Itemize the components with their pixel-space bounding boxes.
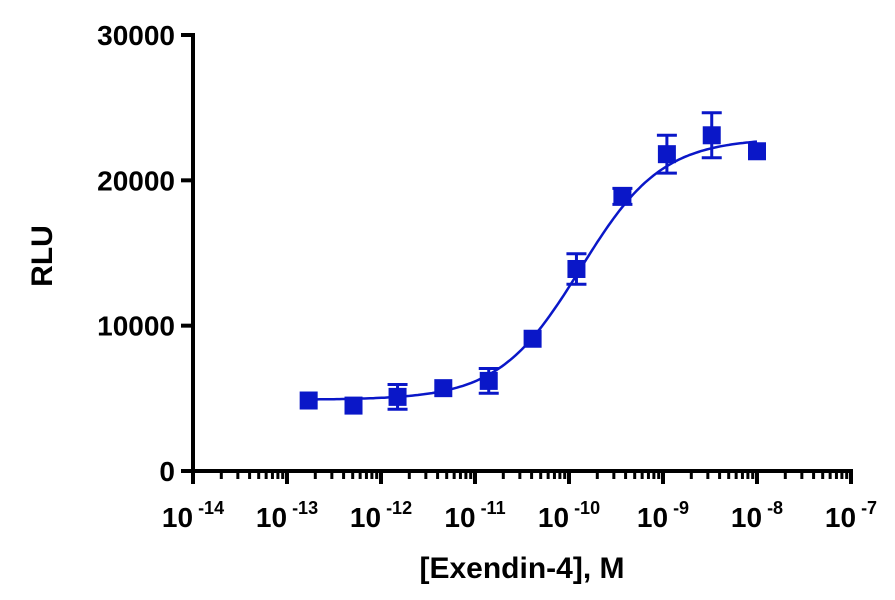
x-tick-exponent: -7 — [856, 498, 877, 518]
data-point — [479, 371, 498, 390]
x-tick-base: 10 — [162, 502, 193, 533]
x-axis: 10 -14 10 -13 10 -12 10 -11 10 -10 10 -9 10 -8… — [162, 469, 877, 533]
x-tick-base: 10 — [444, 502, 475, 533]
x-tick-base: 10 — [731, 502, 762, 533]
x-tick-base: 10 — [256, 502, 287, 533]
data-point — [702, 126, 721, 145]
x-tick-base: 10 — [825, 502, 856, 533]
y-tick-label: 20000 — [97, 165, 175, 196]
y-tick-label: 10000 — [97, 311, 175, 342]
x-tick-label: 10 -7 — [825, 498, 877, 533]
data-point — [344, 396, 363, 415]
x-tick-base: 10 — [538, 502, 569, 533]
data-point — [434, 379, 453, 398]
y-tick-label: 30000 — [97, 20, 175, 51]
data-point — [748, 142, 766, 161]
x-tick-exponent: -13 — [287, 498, 318, 518]
data-point — [299, 391, 318, 410]
x-tick-exponent: -10 — [569, 498, 600, 518]
y-axis: 0 10000 20000 30000 — [97, 20, 195, 487]
data-point — [388, 387, 407, 406]
data-point — [657, 145, 676, 164]
x-axis-title: [Exendin-4], M — [419, 552, 624, 585]
x-tick-label: 10 -10 — [538, 498, 600, 533]
data-point — [523, 329, 542, 348]
x-tick-label: 10 -8 — [731, 498, 783, 533]
x-tick-exponent: -11 — [476, 498, 506, 518]
x-tick-label: 10 -14 — [162, 498, 224, 533]
x-tick-label: 10 -11 — [444, 498, 505, 533]
x-tick-label: 10 -9 — [637, 498, 689, 533]
x-tick-label: 10 -13 — [256, 498, 318, 533]
x-tick-exponent: -12 — [381, 498, 412, 518]
x-tick-base: 10 — [350, 502, 381, 533]
data-point — [567, 259, 586, 278]
y-tick-label: 0 — [159, 456, 175, 487]
series-layer — [299, 111, 766, 415]
x-tick-exponent: -9 — [668, 498, 689, 518]
x-tick-label: 10 -12 — [350, 498, 412, 533]
x-tick-exponent: -8 — [762, 498, 783, 518]
x-tick-base: 10 — [637, 502, 668, 533]
data-point — [613, 187, 632, 206]
y-axis-title: RLU — [26, 225, 59, 287]
fit-curve — [308, 140, 758, 401]
x-tick-exponent: -14 — [193, 498, 224, 518]
